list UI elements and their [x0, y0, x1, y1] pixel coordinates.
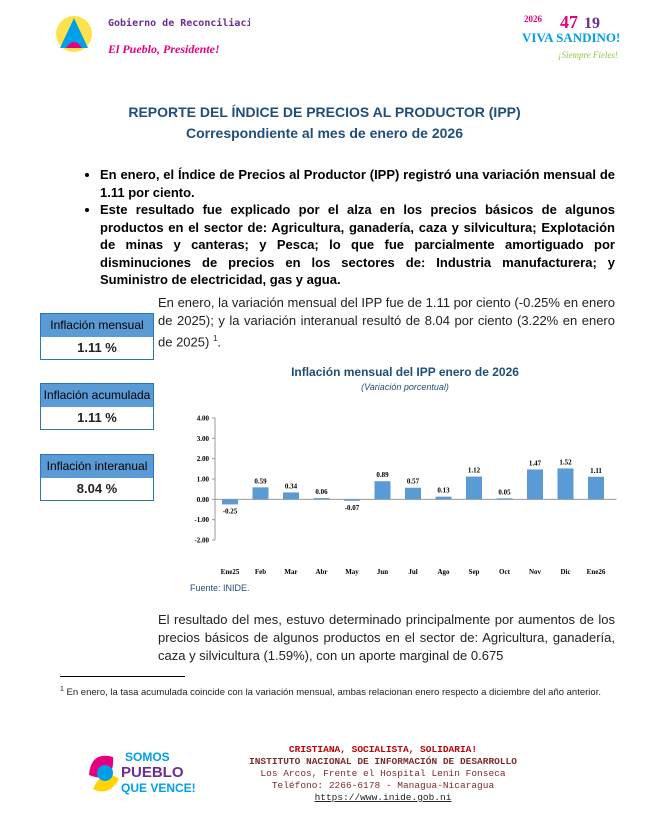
bar — [527, 469, 543, 500]
y-tick-label: 4.00 — [197, 415, 210, 423]
footnote-mark: 1 — [60, 686, 64, 693]
value-label: -0.07 — [345, 504, 360, 512]
bar — [222, 499, 238, 505]
chart: Inflación mensual del IPP enero de 2026 … — [190, 365, 617, 593]
logo-slogan: VIVA SANDINO! — [522, 30, 620, 45]
title: REPORTE DEL ÍNDICE DE PRECIOS AL PRODUCT… — [128, 104, 521, 120]
bar — [405, 487, 421, 500]
stat-label: Inflación acumulada — [41, 384, 153, 407]
paragraph-text: En enero, la variación mensual del IPP f… — [158, 295, 615, 350]
viva-logo: 2026 47 19 VIVA SANDINO! ¡Siempre Fieles… — [522, 12, 620, 60]
footer-line: CRISTIANA, SOCIALISTA, SOLIDARIA! — [288, 744, 478, 755]
stat-box: Inflación acumulada 1.11 % — [40, 383, 154, 430]
bar — [557, 468, 574, 500]
footer-line: Los Arcos, Frente el Hospital Lenin Fons… — [260, 768, 506, 779]
bar — [313, 498, 330, 500]
x-tick-label: Ago — [437, 568, 450, 576]
stat-label: Inflación mensual — [41, 314, 153, 337]
footnote-text: En enero, la tasa acumulada coincide con… — [66, 687, 601, 699]
x-tick-label: Oct — [499, 568, 511, 576]
value-label: 0.13 — [437, 487, 450, 495]
y-tick-label: -2.00 — [194, 537, 209, 545]
x-tick-label: Mar — [284, 568, 297, 576]
stat-value: 1.11 % — [41, 337, 153, 359]
x-tick-label: Dic — [560, 568, 570, 576]
x-tick-label: Ene26 — [587, 568, 606, 576]
logo-n1: 47 — [560, 12, 578, 32]
footnote: 1 En enero, la tasa acumulada coincide c… — [60, 683, 615, 699]
x-tick-label: Abr — [315, 568, 327, 576]
logo-sub: ¡Siempre Fieles! — [558, 50, 618, 60]
value-label: 0.06 — [315, 488, 328, 496]
y-tick-label: 3.00 — [197, 435, 210, 443]
footer-link[interactable]: https://www.inide.gob.ni — [314, 792, 452, 803]
bullet: Este resultado fue explicado por el alza… — [100, 201, 615, 289]
x-tick-label: Jun — [377, 568, 388, 576]
chart-source: Fuente: INIDE. — [190, 583, 250, 593]
footer-logo: SOMOS PUEBLO QUE VENCE! — [89, 750, 195, 795]
bar — [496, 498, 513, 500]
x-tick-label: Nov — [529, 568, 542, 576]
logo-year: 2026 — [524, 14, 543, 24]
footer-line: Teléfono: 2266-6178 - Managua-Nicaragua — [271, 780, 495, 791]
paragraph-end: . — [217, 334, 222, 350]
bullets: En enero, el Índice de Precios al Produc… — [82, 166, 615, 289]
bar — [588, 476, 604, 500]
footnote-ref: 1 — [212, 334, 218, 343]
value-label: 0.89 — [376, 471, 389, 479]
value-label: -0.25 — [223, 507, 238, 515]
value-label: 1.11 — [590, 467, 602, 475]
bar — [374, 481, 391, 500]
gov-logo: Gobierno de Reconciliación y Unidad Naci… — [56, 16, 250, 56]
value-label: 0.57 — [407, 478, 420, 486]
y-tick-label: 2.00 — [197, 455, 210, 463]
value-label: 1.12 — [468, 467, 481, 475]
x-tick-label: Ene25 — [221, 568, 240, 576]
stat-label: Inflación interanual — [41, 455, 153, 478]
value-label: 0.34 — [285, 482, 298, 490]
value-label: 1.47 — [529, 459, 542, 467]
chart-title: Inflación mensual del IPP enero de 2026 — [291, 365, 519, 379]
value-label: 1.52 — [559, 458, 572, 466]
y-tick-label: 0.00 — [197, 496, 210, 504]
stat-box: Inflación interanual 8.04 % — [40, 454, 154, 501]
chart-subtitle: (Variación porcentual) — [361, 382, 449, 392]
bar — [252, 487, 269, 500]
footer-line: INSTITUTO NACIONAL DE INFORMACIÓN DE DES… — [249, 756, 517, 767]
x-tick-label: Feb — [255, 568, 266, 576]
footer-logo-text: SOMOS — [125, 750, 170, 764]
stat-value: 1.11 % — [41, 407, 153, 429]
bar — [466, 476, 482, 500]
x-tick-label: Sep — [469, 568, 480, 576]
paragraph: El resultado del mes, estuvo determinado… — [158, 612, 615, 663]
x-tick-label: Jul — [408, 568, 417, 576]
gov-name: Gobierno de Reconciliación y Unidad Naci… — [108, 17, 250, 29]
value-label: 0.59 — [254, 477, 267, 485]
gov-slogan: El Pueblo, Presidente! — [107, 42, 220, 56]
subtitle: Correspondiente al mes de enero de 2026 — [186, 125, 463, 141]
y-tick-label: -1.00 — [194, 516, 209, 524]
bar — [283, 492, 299, 500]
x-tick-label: May — [345, 568, 359, 576]
y-tick-label: 1.00 — [197, 476, 210, 484]
paragraph: En enero, la variación mensual del IPP f… — [158, 294, 615, 351]
footnote-rule — [60, 676, 185, 677]
bullet: En enero, el Índice de Precios al Produc… — [100, 166, 615, 201]
value-label: 0.05 — [498, 488, 511, 496]
logo-n2: 19 — [584, 15, 600, 32]
footer-logo-text: PUEBLO — [121, 764, 184, 781]
stat-value: 8.04 % — [41, 478, 153, 500]
bar — [435, 496, 452, 500]
bar — [344, 499, 360, 501]
footer-logo-text: QUE VENCE! — [121, 781, 195, 795]
stat-box: Inflación mensual 1.11 % — [40, 313, 154, 360]
